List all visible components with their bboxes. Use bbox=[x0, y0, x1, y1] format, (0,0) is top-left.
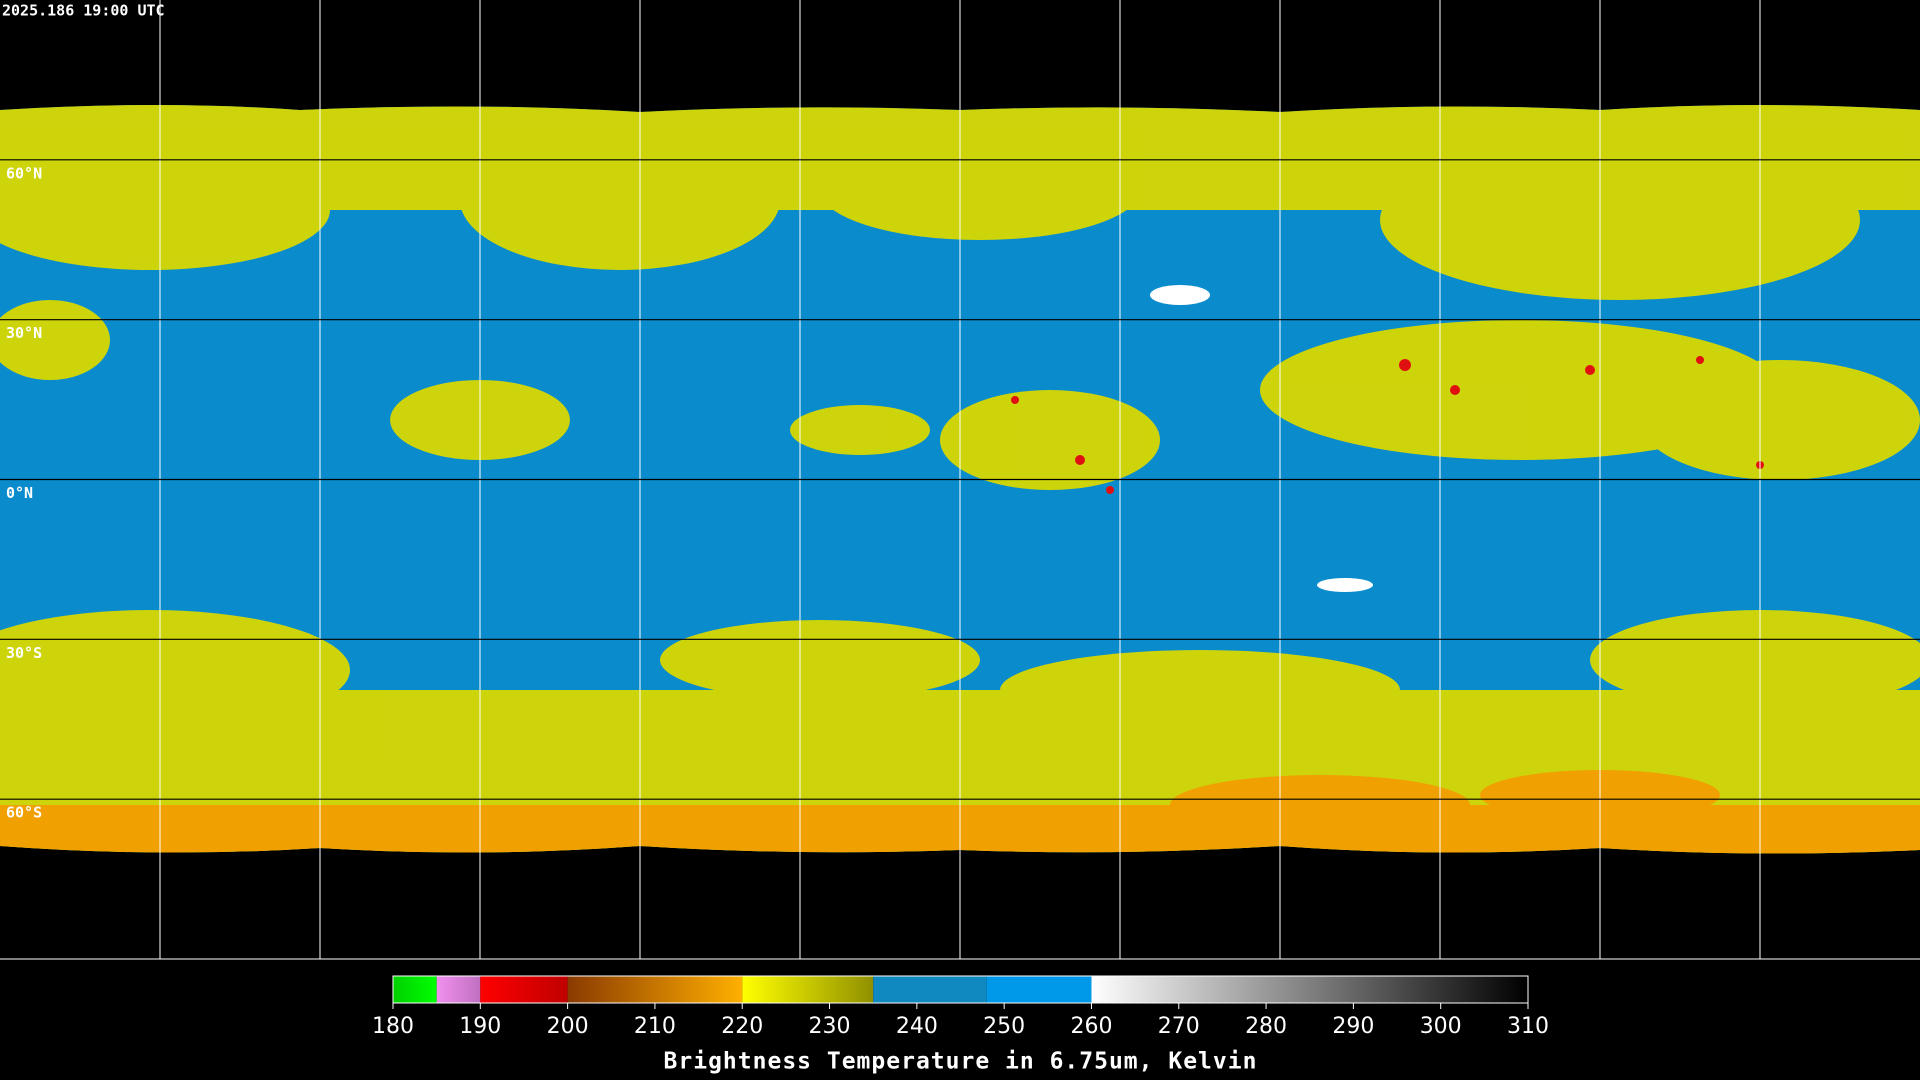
colorbar-segment bbox=[436, 976, 481, 1003]
colorbar-segment bbox=[873, 976, 987, 1003]
colorbar-tick-label: 260 bbox=[1070, 1014, 1112, 1039]
colorbar-segment bbox=[986, 976, 1092, 1003]
latitude-label: 0°N bbox=[6, 484, 33, 502]
colorbar-tick-label: 270 bbox=[1158, 1014, 1200, 1039]
colorbar-title: Brightness Temperature in 6.75um, Kelvin bbox=[664, 1049, 1258, 1075]
colorbar-tick-label: 210 bbox=[634, 1014, 676, 1039]
colorbar-segment bbox=[393, 976, 437, 1003]
latitude-label: 60°S bbox=[6, 804, 42, 822]
colorbar-tick-label: 300 bbox=[1420, 1014, 1462, 1039]
warm-areas bbox=[1150, 285, 1373, 592]
colorbar: 180 190 200 210 220 230 240 250 260 270 280 290 300 3… bbox=[372, 975, 1549, 1075]
colorbar-tick-label: 190 bbox=[459, 1014, 501, 1039]
colorbar-segment bbox=[480, 976, 568, 1003]
colorbar-tick-label: 230 bbox=[809, 1014, 851, 1039]
colorbar-tick-label: 240 bbox=[896, 1014, 938, 1039]
timestamp: 2025.186 19:00 UTC bbox=[2, 2, 165, 20]
latitude-label: 30°N bbox=[6, 324, 42, 342]
colorbar-tick-label: 180 bbox=[372, 1014, 414, 1039]
colorbar-tick-label: 310 bbox=[1507, 1014, 1549, 1039]
colorbar-tick-label: 250 bbox=[983, 1014, 1025, 1039]
grid: 60°N 30°N 0°N 30°S 60°S bbox=[0, 0, 1920, 960]
colorbar-segment bbox=[1091, 976, 1528, 1003]
colorbar-tick-label: 290 bbox=[1332, 1014, 1374, 1039]
latitude-label: 60°N bbox=[6, 164, 42, 182]
colorbar-segment bbox=[567, 976, 743, 1003]
colorbar-tick-label: 280 bbox=[1245, 1014, 1287, 1039]
latitude-label: 30°S bbox=[6, 644, 42, 662]
colorbar-segment bbox=[742, 976, 874, 1003]
convective-cores bbox=[1011, 356, 1764, 494]
colorbar-tick-label: 200 bbox=[547, 1014, 589, 1039]
colorbar-frame bbox=[392, 975, 1529, 1004]
colorbar-tick-label: 220 bbox=[721, 1014, 763, 1039]
